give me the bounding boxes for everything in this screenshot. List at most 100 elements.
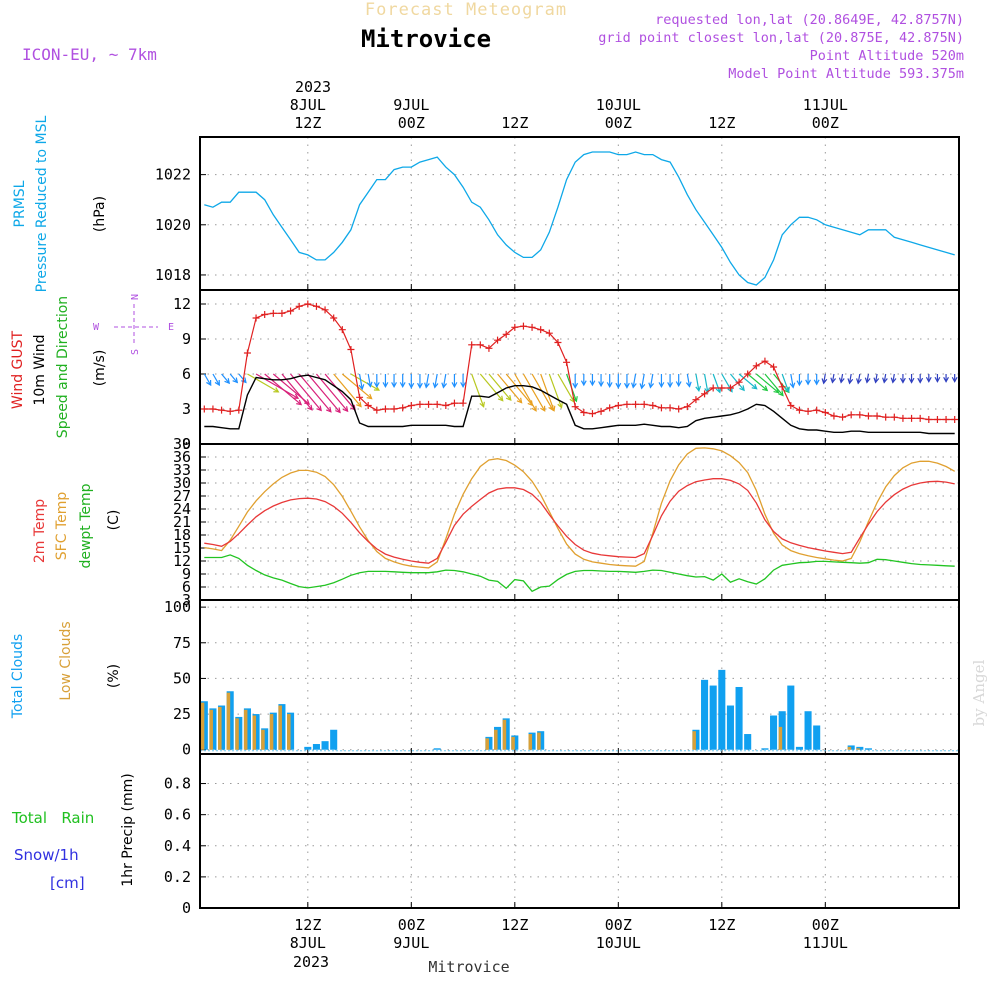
- wind-arrow-head: [549, 405, 556, 412]
- pressure-panel: 1018 1020 1022: [155, 137, 959, 290]
- wind-gust-marker: [390, 405, 398, 413]
- clouds-ytick-label: 50: [173, 669, 191, 687]
- bottom-axis-label: 8JUL: [290, 934, 326, 952]
- clouds-ytick-label: 0: [182, 741, 191, 759]
- low-cloud-bar: [494, 729, 498, 750]
- requested-coords: requested lon,lat (20.8649E, 42.8757N): [655, 12, 964, 28]
- wind-gust-marker: [580, 409, 588, 416]
- wind-10m-label: 10m Wind: [32, 334, 48, 405]
- low-cloud-bar: [278, 705, 282, 750]
- wind-direction-arrow: [307, 373, 341, 413]
- temperature-ytick-label: 24: [173, 500, 191, 518]
- temperature-ytick-label: 36: [173, 448, 191, 466]
- wind-direction-arrow: [764, 373, 784, 396]
- wind-arrow-head: [531, 405, 537, 412]
- plot-panels: 1018102010220369123691215182124273033363…: [155, 136, 960, 917]
- low-clouds-label: Low Clouds: [58, 621, 74, 700]
- wind-arrow-head: [934, 376, 941, 383]
- wind-direction-arrow: [866, 373, 870, 383]
- rain-label: Total Rain: [11, 809, 94, 827]
- compass-west: W: [93, 322, 100, 333]
- wind-arrow-head: [917, 377, 924, 384]
- wind-arrow-head: [648, 382, 655, 389]
- total-cloud-bar: [813, 725, 821, 750]
- wind-gust-marker: [770, 363, 778, 371]
- wind-gust-marker: [511, 323, 519, 331]
- wind-gust-marker: [640, 400, 648, 408]
- wind-direction-arrow: [281, 373, 313, 411]
- wind-gust-marker: [304, 300, 312, 308]
- temperature-ytick-label: 39: [173, 435, 191, 453]
- wind-arrow-head: [830, 377, 837, 384]
- wind-arrow-head: [675, 381, 682, 388]
- wind-gust-line: [204, 303, 955, 421]
- wind-direction-arrow: [341, 373, 372, 400]
- wind-direction-arrow: [497, 373, 523, 404]
- total-cloud-bar: [864, 748, 872, 750]
- wind-gust-marker: [778, 383, 786, 391]
- wind-direction-arrow: [857, 373, 861, 384]
- wind-arrow-head: [751, 383, 758, 390]
- wind-direction-arrow: [632, 373, 637, 388]
- wind-gust-marker: [269, 309, 277, 317]
- wind-gust-marker: [873, 412, 881, 420]
- total-cloud-bar: [735, 686, 743, 750]
- wind-arrow-head: [296, 399, 303, 406]
- wind-arrow-head: [667, 382, 673, 389]
- precip-frame: [199, 753, 960, 909]
- wind-direction-arrow: [333, 373, 362, 407]
- wind-gust-marker: [632, 400, 640, 408]
- pressure-line: [204, 151, 955, 286]
- wind-gust-marker: [209, 405, 217, 413]
- low-cloud-bar: [209, 709, 213, 750]
- wind-arrow-head: [615, 382, 622, 389]
- wind-direction-arrow: [212, 373, 220, 386]
- wind-direction-arrow: [874, 373, 878, 383]
- wind-direction-arrow: [522, 373, 546, 412]
- wind-gust-marker: [614, 402, 622, 409]
- wind-gust-marker: [554, 339, 562, 346]
- bottom-axis-label: 12Z: [501, 916, 528, 934]
- wind-gust-marker: [847, 411, 855, 419]
- wind-direction-arrow: [641, 373, 645, 389]
- wind-direction-arrow: [324, 373, 356, 411]
- wind-arrow-head: [441, 382, 448, 389]
- wind-ytick-label: 0: [182, 435, 191, 453]
- low-cloud-bar: [269, 714, 274, 750]
- total-cloud-bar: [304, 746, 312, 750]
- wind-direction-arrow: [442, 373, 447, 388]
- wind-10m-line: [204, 374, 955, 435]
- wind-arrow-head: [951, 376, 958, 383]
- wind-gust-marker: [442, 402, 450, 409]
- cloud-panel: 0 25 50 75 100: [164, 598, 959, 759]
- wind-gust-marker: [416, 400, 424, 408]
- wind-gust-marker: [925, 416, 933, 423]
- wind-arrow-head: [704, 387, 710, 394]
- bottom-axis-label: 12Z: [294, 916, 321, 934]
- wind-gust-marker: [752, 362, 760, 370]
- top-axis-label: 11JUL: [803, 96, 848, 114]
- wind-arrow-head: [540, 405, 546, 412]
- total-cloud-bar: [433, 748, 441, 750]
- wind-arrow-head: [838, 377, 845, 384]
- wind-gust-marker: [373, 406, 381, 414]
- compass-south: S: [130, 349, 141, 355]
- temperature-ytick-label: 18: [173, 526, 191, 544]
- wind-direction-arrow: [203, 373, 212, 386]
- total-cloud-bar: [787, 685, 795, 750]
- pressure-ytick-label: 1022: [155, 166, 191, 184]
- top-axis-label: 12Z: [708, 114, 735, 132]
- bottom-axis-label: 12Z: [708, 916, 735, 934]
- wind-arrow-head: [856, 378, 862, 385]
- wind-gust-marker: [588, 410, 596, 418]
- wind-arrow-head: [382, 382, 389, 389]
- wind-arrow-head: [358, 384, 365, 391]
- wind-gust-marker: [407, 402, 415, 409]
- temp-dewpt-label: dewpt Temp: [78, 483, 94, 568]
- wind-direction-arrow: [540, 373, 555, 411]
- wind-gust-marker: [399, 404, 407, 412]
- wind-gust-marker: [683, 403, 691, 411]
- wind-gust-marker: [338, 326, 346, 334]
